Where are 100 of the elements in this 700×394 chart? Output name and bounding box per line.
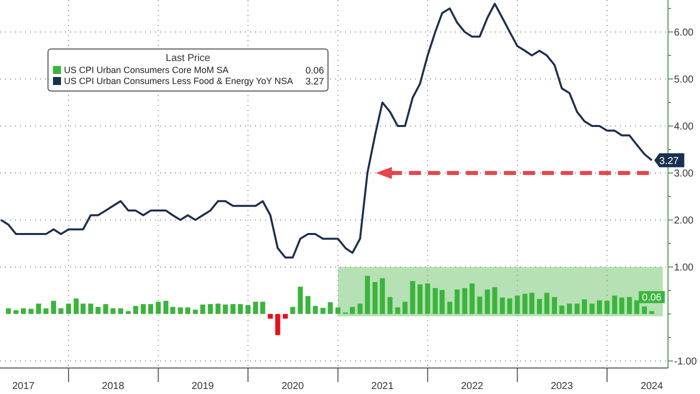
bar <box>215 304 220 314</box>
x-tick-label: 2021 <box>371 381 394 392</box>
bar <box>51 300 56 314</box>
bar <box>492 287 498 314</box>
x-tick-label: 2022 <box>460 381 484 392</box>
bar <box>596 300 602 314</box>
bar <box>208 304 213 314</box>
bar <box>36 304 42 314</box>
bar <box>410 281 416 314</box>
bar <box>395 307 400 314</box>
bar <box>298 286 303 314</box>
y-tick-label: -1.00 <box>674 356 698 368</box>
bar <box>559 305 564 314</box>
y-tick-label: 2.00 <box>674 215 694 226</box>
bar <box>582 299 587 314</box>
bar <box>522 294 528 314</box>
bar <box>626 297 632 314</box>
bar <box>380 278 385 314</box>
y-tick-label: 5.00 <box>674 74 694 86</box>
bar <box>470 283 475 314</box>
bar <box>536 298 542 314</box>
y-tick-label: 4.00 <box>674 121 694 132</box>
x-tick-label: 2017 <box>12 381 35 392</box>
x-tick-label: 2023 <box>550 381 574 392</box>
bar <box>484 290 490 314</box>
bar <box>447 302 452 314</box>
bar <box>462 288 468 314</box>
bar <box>552 297 557 314</box>
x-tick-label: 2019 <box>192 381 214 392</box>
bar <box>290 306 296 314</box>
bar <box>110 308 116 314</box>
x-tick-label: 2024 <box>640 381 664 392</box>
data-label: 0.06 <box>642 292 662 304</box>
bar <box>126 311 131 314</box>
bar <box>507 298 512 314</box>
line-series <box>0 2 653 259</box>
bar <box>260 302 266 314</box>
bar <box>402 302 408 314</box>
bar <box>222 304 228 314</box>
bar <box>6 308 11 314</box>
bar <box>103 304 108 314</box>
data-label: 3.27 <box>659 156 680 167</box>
bar <box>529 292 534 314</box>
x-tick-label: 2020 <box>282 381 304 392</box>
bar <box>148 304 154 314</box>
bar <box>133 306 138 314</box>
bar <box>619 298 624 314</box>
bar <box>328 302 333 314</box>
bar <box>612 296 618 314</box>
bar <box>156 302 161 314</box>
y-tick-label: 1.00 <box>674 262 694 274</box>
bar <box>28 308 34 314</box>
bar <box>253 302 258 314</box>
bar <box>170 306 176 314</box>
bar <box>500 298 505 314</box>
bar <box>13 310 18 314</box>
bar <box>335 307 340 314</box>
bar <box>118 308 124 314</box>
bar <box>230 304 236 314</box>
bar <box>418 284 423 314</box>
bar <box>200 304 206 314</box>
bar <box>477 296 482 314</box>
bar <box>192 310 198 314</box>
bar <box>66 304 72 314</box>
bar <box>178 307 183 314</box>
bar <box>544 292 550 314</box>
bar <box>245 305 250 314</box>
bar <box>96 306 101 314</box>
bar <box>282 314 288 319</box>
y-tick-label: 3.00 <box>674 168 694 180</box>
bar <box>642 306 647 314</box>
bar <box>88 304 94 314</box>
legend-label: US CPI Urban Consumers Less Food & Energy YoY NSA <box>64 76 293 86</box>
bar <box>80 304 86 314</box>
bar <box>590 304 595 314</box>
bar <box>185 307 190 314</box>
legend-label: US CPI Urban Consumers Core MoM SA <box>64 65 229 76</box>
legend-title: Last Price <box>166 53 211 64</box>
text: 0.06 <box>306 65 324 76</box>
bar <box>604 300 610 314</box>
bar <box>268 314 273 319</box>
bar <box>514 296 520 314</box>
bar <box>388 297 393 314</box>
bar <box>566 304 572 314</box>
bar <box>58 308 64 314</box>
bar <box>163 300 168 314</box>
bar <box>358 304 363 314</box>
x-tick-label: 2018 <box>102 381 125 392</box>
bar <box>312 306 318 314</box>
bar <box>140 304 146 314</box>
bar <box>454 290 460 314</box>
y-tick-label: 6.00 <box>674 27 694 38</box>
bar <box>320 308 326 314</box>
bar <box>238 304 243 314</box>
text: 3.27 <box>306 76 324 88</box>
bar <box>20 308 26 314</box>
bar <box>275 314 280 336</box>
bar <box>43 308 48 314</box>
bar <box>425 283 430 314</box>
bar <box>350 306 355 314</box>
